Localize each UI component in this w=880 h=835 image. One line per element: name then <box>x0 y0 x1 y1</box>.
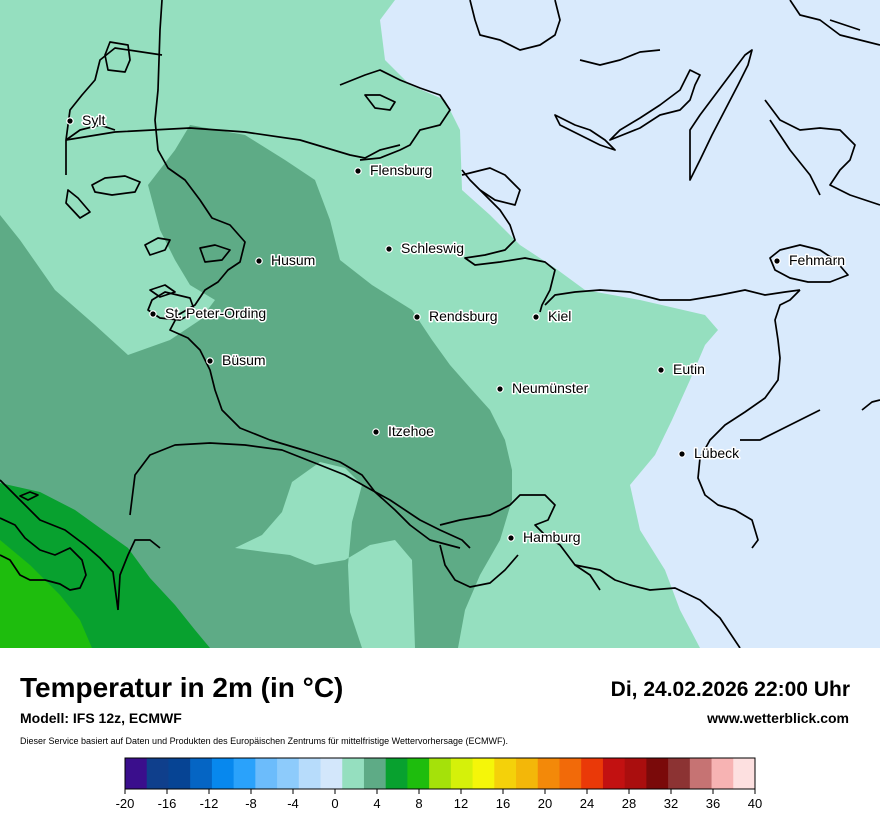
legend-frame <box>124 757 756 790</box>
legend-swatch <box>472 758 495 789</box>
city-label: Husum <box>271 252 315 268</box>
footer-panel: Temperatur in 2m (in °C) Modell: IFS 12z… <box>0 648 880 830</box>
legend-swatch <box>559 758 582 789</box>
legend-tick-label: -4 <box>287 796 299 811</box>
legend-swatch <box>277 758 300 789</box>
legend-tick-label: 36 <box>706 796 720 811</box>
city-marker <box>413 313 421 321</box>
legend-swatch <box>494 758 517 789</box>
legend-swatch <box>385 758 408 789</box>
disclaimer-text: Dieser Service basiert auf Daten und Pro… <box>20 736 509 746</box>
city-label: Eutin <box>673 361 705 377</box>
city-marker <box>507 534 515 542</box>
legend-swatch <box>668 758 691 789</box>
forecast-datetime: Di, 24.02.2026 22:00 Uhr <box>610 678 850 701</box>
legend-swatch <box>516 758 539 789</box>
city-label: Sylt <box>82 112 105 128</box>
legend-swatch <box>450 758 474 789</box>
coastlines <box>0 0 880 648</box>
legend-swatch <box>733 758 756 789</box>
temp-band-8-10 <box>0 540 92 648</box>
legend-tick-label: 32 <box>664 796 678 811</box>
legend-tick-label: 16 <box>496 796 510 811</box>
temp-band-4-6 <box>0 125 512 648</box>
legend-swatch <box>602 758 626 789</box>
legend-tick-label: 0 <box>331 796 338 811</box>
city-label: Hamburg <box>523 529 581 545</box>
city-label: Neumünster <box>512 380 589 396</box>
legend-swatch <box>407 758 430 789</box>
city-marker <box>657 366 665 374</box>
legend-tick-label: -16 <box>158 796 177 811</box>
city-marker <box>496 385 504 393</box>
legend-swatch <box>429 758 452 789</box>
legend-swatch <box>646 758 669 789</box>
legend-swatch <box>711 758 734 789</box>
color-legend-svg: -20 -16 -12 -8 -4 0 4 8 12 16 20 24 28 32 36 40 <box>116 757 762 811</box>
temp-band-2-4-pocket <box>235 462 415 648</box>
legend-swatch <box>342 758 365 789</box>
legend-tick-label: -8 <box>245 796 257 811</box>
legend-swatch <box>125 758 148 789</box>
city-marker <box>354 167 362 175</box>
legend-swatch <box>211 758 235 789</box>
city-label: Itzehoe <box>388 423 434 439</box>
legend-swatch <box>320 758 343 789</box>
city-label: Lübeck <box>694 445 740 461</box>
legend-tick-label: 20 <box>538 796 552 811</box>
legend-swatch <box>190 758 213 789</box>
legend-swatch <box>298 758 322 789</box>
map-svg: Sylt Flensburg Schleswig Husum Fehmarn St. Pe… <box>0 0 880 648</box>
legend-swatch <box>363 758 387 789</box>
color-legend: -20 -16 -12 -8 -4 0 4 8 12 16 20 24 28 32 36 40 <box>0 750 880 830</box>
city-label: Büsum <box>222 352 266 368</box>
city-marker <box>206 357 214 365</box>
city-marker <box>66 117 74 125</box>
legend-swatch <box>581 758 604 789</box>
legend-swatch <box>146 758 169 789</box>
city-marker <box>149 310 157 318</box>
city-marker <box>773 257 781 265</box>
temperature-map: Sylt Flensburg Schleswig Husum Fehmarn St. Pe… <box>0 0 880 648</box>
legend-swatch <box>689 758 713 789</box>
legend-tick-label: 12 <box>454 796 468 811</box>
legend-tick-label: 24 <box>580 796 594 811</box>
legend-tick-label: -12 <box>200 796 219 811</box>
legend-tick-label: 8 <box>415 796 422 811</box>
map-title: Temperatur in 2m (in °C) <box>20 672 344 703</box>
city-label: Kiel <box>548 308 571 324</box>
legend-swatch <box>624 758 647 789</box>
city-label: Fehmarn <box>789 252 845 268</box>
legend-tick-label: 28 <box>622 796 636 811</box>
city-label: Flensburg <box>370 162 432 178</box>
city-marker <box>385 245 393 253</box>
legend-tick-label: 40 <box>748 796 762 811</box>
legend-swatch <box>255 758 278 789</box>
legend-tick-label: 4 <box>373 796 380 811</box>
legend-tick-label: -20 <box>116 796 135 811</box>
city-label: Rendsburg <box>429 308 498 324</box>
legend-swatch <box>233 758 256 789</box>
legend-swatch <box>537 758 560 789</box>
city-marker <box>678 450 686 458</box>
city-markers: Sylt Flensburg Schleswig Husum Fehmarn St. Pe… <box>66 111 847 547</box>
website-link[interactable]: www.wetterblick.com <box>707 710 849 726</box>
city-marker <box>372 428 380 436</box>
model-info: Modell: IFS 12z, ECMWF <box>20 710 182 726</box>
city-label: St. Peter-Ording <box>165 305 266 321</box>
city-marker <box>532 313 540 321</box>
legend-swatch <box>168 758 191 789</box>
city-label: Schleswig <box>401 240 464 256</box>
city-marker <box>255 257 263 265</box>
